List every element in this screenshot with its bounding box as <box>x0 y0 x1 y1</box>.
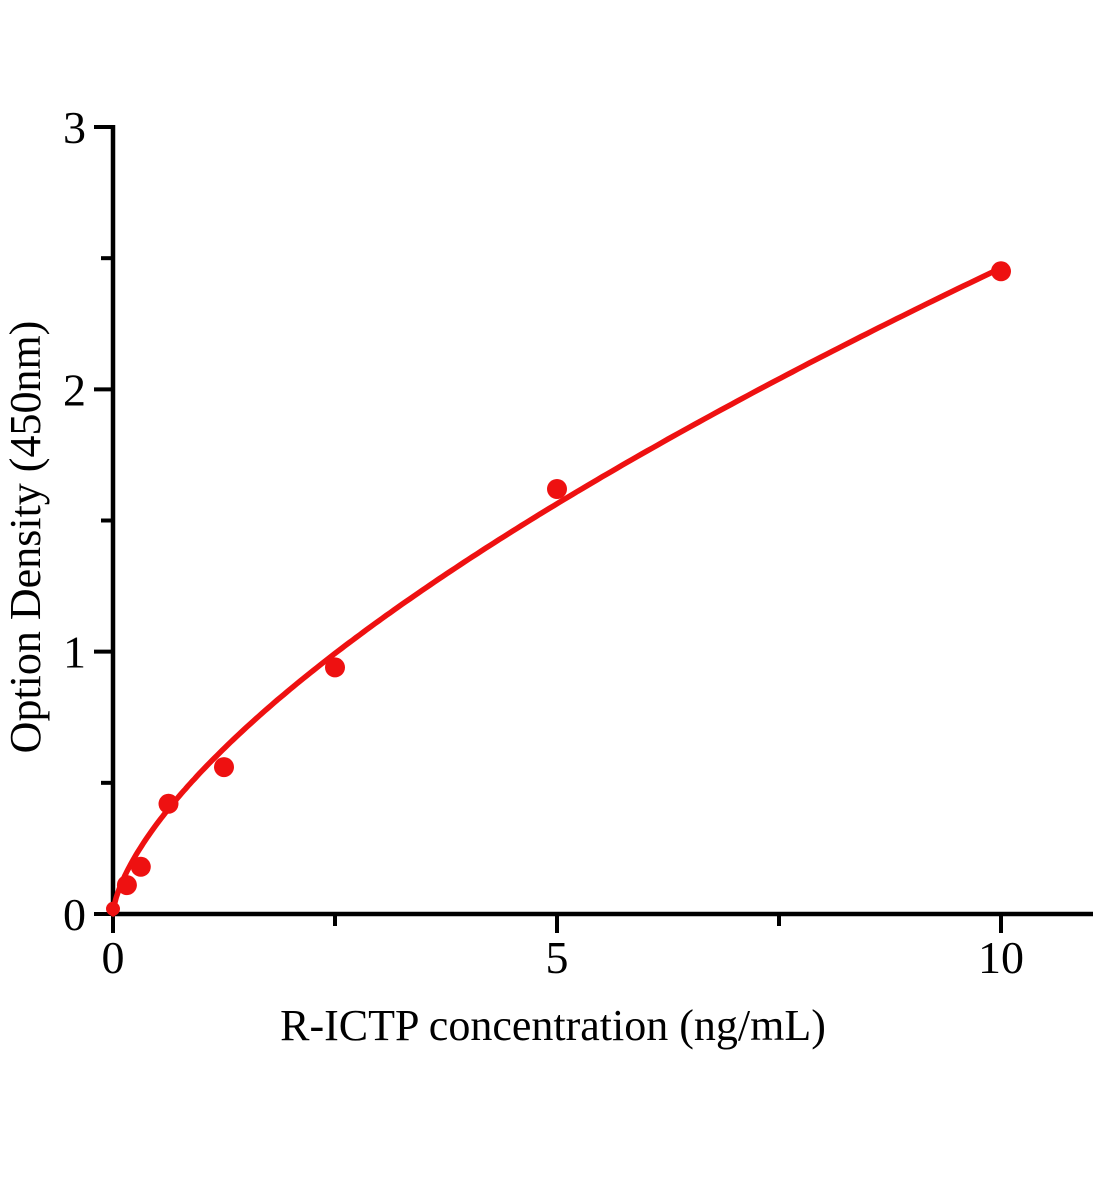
data-point <box>547 479 567 499</box>
data-point <box>116 875 137 896</box>
data-point <box>158 793 179 814</box>
data-point <box>130 856 151 877</box>
y-tick-label: 0 <box>63 889 86 940</box>
y-tick-label: 2 <box>63 364 86 415</box>
x-axis-title: R-ICTP concentration (ng/mL) <box>280 1001 826 1050</box>
x-tick-label: 5 <box>546 932 569 983</box>
data-point <box>214 757 234 778</box>
y-tick-label: 3 <box>63 102 86 153</box>
data-point <box>106 901 120 916</box>
data-point <box>325 657 345 678</box>
axes-layer: 0 5 10 0 1 2 3 <box>63 102 1093 983</box>
y-axis-title: Option Density (450nm) <box>1 321 50 754</box>
y-tick-label: 1 <box>63 627 86 678</box>
fit-curve <box>110 265 1004 917</box>
x-tick-label: 0 <box>102 932 125 983</box>
data-point <box>991 261 1011 282</box>
data-series-layer <box>106 261 1011 917</box>
x-tick-label: 10 <box>978 932 1024 983</box>
